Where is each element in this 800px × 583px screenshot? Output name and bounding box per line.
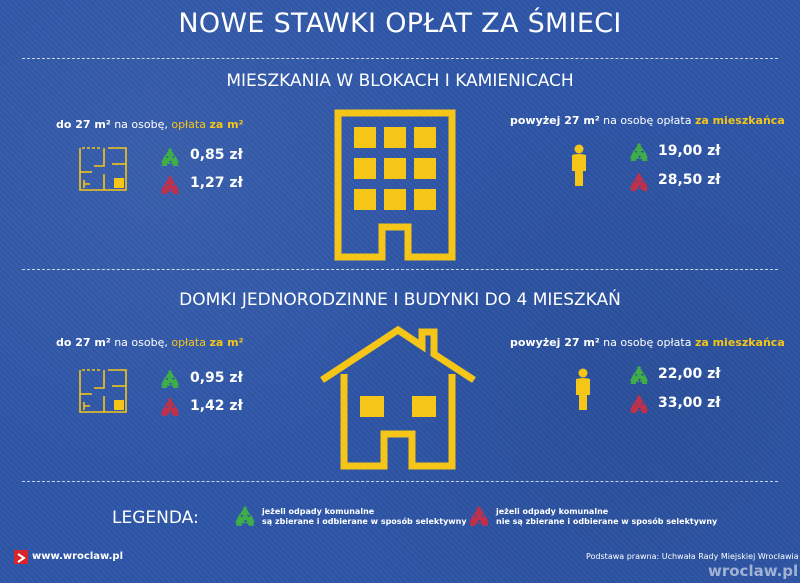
right-label-blocks: powyżej 27 m² na osobę opłata za mieszka… bbox=[510, 114, 785, 127]
price-selective: 0,85 zł bbox=[190, 147, 243, 163]
per-person-label: na osobę opłata bbox=[603, 336, 692, 349]
per-person-label: na osobę, bbox=[114, 336, 168, 349]
section-title-blocks: MIESZKANIA W BLOKACH I KAMIENICACH bbox=[226, 71, 574, 91]
page-title: NOWE STAWKI OPŁAT ZA ŚMIECI bbox=[178, 8, 622, 39]
legend-selective-line2: są zbierane i odbierane w sposób selekty… bbox=[262, 517, 467, 526]
left-label-blocks: do 27 m² na osobę, opłata za m² bbox=[56, 118, 243, 131]
apartment-building-icon bbox=[334, 109, 456, 261]
price-selective: 0,95 zł bbox=[190, 370, 243, 386]
price-mixed: 1,42 zł bbox=[190, 398, 243, 414]
area-label: powyżej 27 m² bbox=[510, 336, 600, 349]
right-label-houses: powyżej 27 m² na osobę opłata za mieszka… bbox=[510, 336, 785, 349]
recycle-green-icon bbox=[161, 148, 179, 167]
recycle-red-icon bbox=[630, 395, 648, 414]
fee-label: opłata bbox=[171, 336, 206, 349]
area-label: do 27 m² bbox=[56, 336, 111, 349]
floorplan-icon bbox=[79, 369, 127, 413]
price-mixed: 1,27 zł bbox=[190, 175, 243, 191]
per-unit-label: za mieszkańca bbox=[694, 336, 785, 349]
price-mixed: 28,50 zł bbox=[658, 172, 721, 188]
divider-top bbox=[22, 58, 778, 59]
recycle-green-icon bbox=[235, 506, 255, 527]
price-selective: 19,00 zł bbox=[658, 143, 721, 159]
legend-selective-line1: jeżeli odpady komunalne bbox=[262, 507, 375, 516]
area-label: powyżej 27 m² bbox=[510, 114, 600, 127]
per-unit-label: za mieszkańca bbox=[694, 114, 785, 127]
divider-middle bbox=[22, 269, 778, 270]
wroclaw-logo-icon bbox=[14, 550, 28, 564]
legend-mixed: jeżeli odpady komunalne nie są zbierane … bbox=[496, 507, 717, 527]
floorplan-icon bbox=[79, 147, 127, 191]
left-label-houses: do 27 m² na osobę, opłata za m² bbox=[56, 336, 243, 349]
recycle-green-icon bbox=[630, 143, 648, 162]
person-icon bbox=[576, 368, 590, 410]
recycle-red-icon bbox=[161, 176, 179, 195]
recycle-green-icon bbox=[161, 370, 179, 389]
price-selective: 22,00 zł bbox=[658, 366, 721, 382]
legend-selective: jeżeli odpady komunalne są zbierane i od… bbox=[262, 507, 467, 527]
area-label: do 27 m² bbox=[56, 118, 111, 131]
section-title-houses: DOMKI JEDNORODZINNE I BUDYNKI DO 4 MIESZ… bbox=[179, 290, 621, 310]
house-icon bbox=[320, 325, 476, 470]
legend-mixed-line2: nie są zbierane i odbierane w sposób sel… bbox=[496, 517, 718, 526]
legend-title: LEGENDA: bbox=[112, 508, 199, 528]
per-unit-label: za m² bbox=[209, 336, 244, 349]
legend-mixed-line1: jeżeli odpady komunalne bbox=[496, 507, 609, 516]
recycle-red-icon bbox=[161, 398, 179, 417]
per-person-label: na osobę, bbox=[114, 118, 168, 131]
footer-site-link[interactable]: www.wroclaw.pl bbox=[32, 551, 124, 562]
legal-basis: Podstawa prawna: Uchwała Rady Miejskiej … bbox=[586, 552, 799, 561]
person-icon bbox=[572, 144, 586, 186]
watermark: wroclaw.pl bbox=[708, 562, 799, 580]
recycle-green-icon bbox=[630, 366, 648, 385]
price-mixed: 33,00 zł bbox=[658, 395, 721, 411]
recycle-red-icon bbox=[469, 506, 489, 527]
per-person-label: na osobę opłata bbox=[603, 114, 692, 127]
recycle-red-icon bbox=[630, 173, 648, 192]
per-unit-label: za m² bbox=[209, 118, 244, 131]
fee-label: opłata bbox=[171, 118, 206, 131]
divider-bottom bbox=[22, 481, 778, 482]
